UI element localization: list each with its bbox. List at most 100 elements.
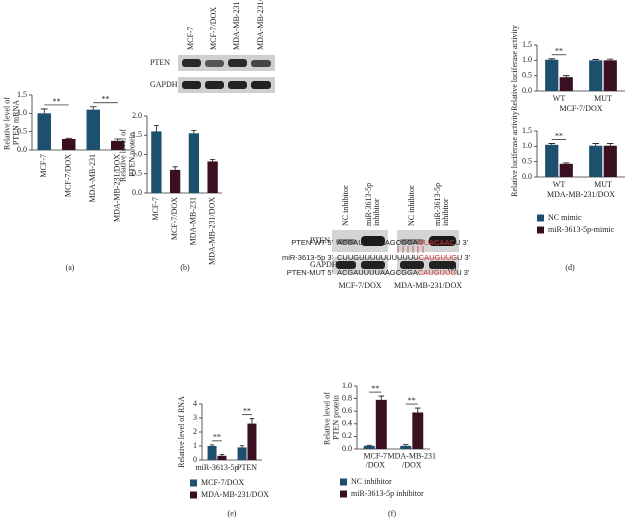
sequence: ACGAUUUUAAGCGGAGUACAACU 3': [337, 238, 469, 247]
error-bar: [239, 445, 245, 448]
sig-label: **: [555, 47, 563, 56]
error-bar: [592, 59, 600, 61]
y-tick-label: 0.5: [17, 126, 27, 135]
seq-label: PTEN-WT 5': [291, 238, 333, 247]
legend-label: miR-3613-5p inhibitor: [351, 489, 424, 498]
sig-label: **: [243, 407, 251, 416]
x-tick-label: MUT: [594, 180, 612, 189]
seq-part: CAUGUUG: [419, 253, 458, 262]
y-tick-label: 1.0: [522, 55, 532, 64]
y-tick-label: 0.0: [522, 86, 532, 95]
seq-part: U 3': [456, 268, 470, 277]
error-bar: [40, 108, 48, 114]
bar: [400, 445, 412, 449]
seq-part: CUUGUUUUUUUUUUU: [337, 253, 419, 262]
lane-label: MDA-MB-231/DOX: [256, 0, 265, 50]
bar: [545, 59, 559, 91]
legend-label: NC mimic: [548, 213, 582, 222]
y-tick-label: 1.0: [132, 149, 142, 158]
y-tick-label: 1.0: [17, 108, 27, 117]
bar: [603, 60, 617, 91]
y-axis-label: Relative level of PTEN mRNA: [2, 95, 20, 150]
sig-label: **: [408, 396, 416, 405]
lane-label: MDA-MB-231: [232, 2, 241, 50]
blot-group: MDA-MB-231/DOX: [394, 281, 462, 290]
x-axis-label: MDA-MB-231/DOX: [547, 190, 615, 199]
sig-label: **: [213, 433, 221, 442]
bar: [603, 145, 617, 177]
sequence: CUUGUUUUUUUUUUUCAUGUUGU 3': [337, 253, 471, 262]
seq-part: GUACAAC: [418, 238, 456, 247]
y-tick-label: 0.4: [342, 419, 352, 428]
y-tick-label: 1.5: [522, 40, 532, 49]
panel-label: (d): [565, 263, 575, 272]
row-label: PTEN: [310, 236, 330, 245]
legend-swatch: [537, 214, 544, 222]
sig-label: **: [371, 384, 379, 393]
x-tick-label: MCF-7: [151, 197, 160, 221]
seq-label: PTEN-MUT 5': [287, 268, 334, 277]
bar: [217, 455, 227, 460]
blot-f: [332, 230, 459, 274]
bar: [111, 140, 125, 150]
bar: [375, 399, 387, 449]
error-bar: [210, 159, 216, 162]
bar: [559, 77, 573, 91]
y-tick-label: 4: [193, 399, 197, 408]
y-tick-label: 0.0: [522, 172, 532, 181]
bar: [207, 446, 217, 460]
y-tick-label: 3: [193, 413, 197, 422]
lane-label: NC inhibitor: [341, 185, 350, 226]
legend-label: MDA-MB-231/DOX: [201, 490, 269, 499]
y-tick-label: 0.0: [132, 188, 142, 197]
error-bar: [89, 106, 97, 110]
error-bar: [114, 138, 122, 141]
panel-label: (c): [448, 263, 457, 272]
seq-part: ACGAUUUUAAGCGGA: [337, 268, 418, 277]
bar: [545, 144, 559, 177]
panel-label: (a): [66, 263, 75, 272]
sig-label: **: [53, 97, 61, 106]
error-bar: [415, 407, 421, 413]
error-bar: [219, 454, 225, 456]
x-tick-label: MDA-MB-231/DOX: [388, 451, 436, 469]
x-tick-label: MCF-7: [39, 154, 48, 178]
y-tick-label: 0.5: [132, 169, 142, 178]
row-label: PTEN: [150, 58, 170, 67]
y-tick-label: 0.5: [522, 70, 532, 79]
x-tick-label: PTEN: [237, 463, 257, 472]
bar: [412, 412, 424, 449]
error-bar: [592, 143, 600, 146]
error-bar: [548, 58, 556, 60]
seq-part: U 3': [455, 238, 469, 247]
error-bar: [606, 143, 614, 146]
error-bar: [562, 75, 570, 78]
bar: [589, 60, 603, 91]
x-tick-label: MCF-7/DOX: [64, 154, 73, 197]
y-tick-label: 1.5: [522, 126, 532, 135]
y-tick-label: 1: [193, 441, 197, 450]
seq-part: CAUGUUG: [418, 268, 457, 277]
bar: [237, 447, 247, 460]
y-axis-label: Relative level of PTEN protein: [118, 127, 136, 182]
x-tick-label: MDA-MB-231: [88, 154, 97, 202]
seq-part: ACGAUUUUAAGCGGA: [337, 238, 418, 247]
bar: [86, 109, 100, 150]
y-tick-label: 0.0: [342, 444, 352, 453]
error-bar: [209, 444, 215, 446]
error-bar: [153, 125, 159, 132]
legend-label: MCF-7/DOX: [201, 478, 244, 487]
bar: [169, 169, 181, 193]
panel-label: (b): [180, 263, 190, 272]
y-tick-label: 0.8: [342, 393, 352, 402]
y-axis-label: Relative luciferase activity: [510, 25, 519, 111]
panel-label: (f): [388, 509, 396, 518]
bar: [188, 133, 200, 193]
bar: [207, 161, 218, 193]
lane-label: miR-3613-5p inhibitor: [364, 181, 381, 226]
x-tick-label: MDA-MB-231/DOX: [207, 197, 216, 265]
y-tick-label: 1.5: [132, 130, 142, 139]
legend-swatch: [190, 479, 197, 487]
error-bar: [378, 395, 385, 400]
